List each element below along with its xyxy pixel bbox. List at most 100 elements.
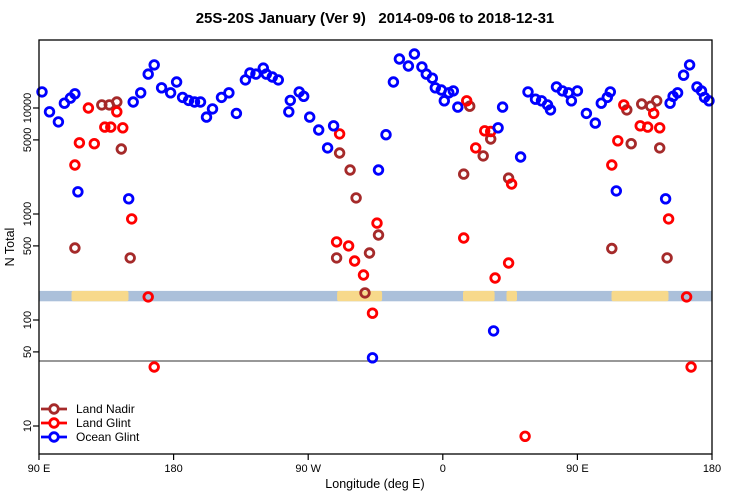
y-axis-label: N Total [3,228,17,267]
x-tick-label: 180 [164,463,182,475]
data-point [115,143,128,155]
data-point [244,67,256,79]
data-point [618,99,630,111]
data-point [69,242,81,254]
data-point [250,68,262,80]
data-point [344,164,356,176]
coast-band-land [611,290,669,302]
legend-marker-icon [48,431,60,443]
data-point [402,60,415,72]
data-point [372,164,385,176]
data-point [142,68,154,80]
legend-item-ocean-glint: Ocean Glint [41,430,140,444]
data-point [662,213,675,225]
y-tick-label: 1000 [22,202,34,226]
data-point [519,430,531,443]
x-tick-label: 90 E [28,463,51,475]
data-point [408,48,421,60]
data-point [438,95,451,107]
legend-item-land-nadir: Land Nadir [41,402,135,416]
data-point [505,178,518,190]
data-point [366,307,379,319]
data-point [200,111,213,123]
data-point [321,142,334,154]
data-point [565,95,578,107]
data-point [595,97,608,109]
data-point [544,104,557,116]
data-point [333,128,346,140]
data-point [642,121,654,133]
data-point [330,236,343,248]
y-tick-label: 5000 [22,128,34,152]
data-point [479,125,491,137]
data-point [659,193,672,205]
data-point [636,98,648,110]
data-point [458,232,470,244]
coast-band-land [506,290,517,302]
data-point [284,94,297,107]
chart-title: 25S-20S January (Ver 9) 2014-09-06 to 20… [196,10,555,27]
data-point [223,87,235,99]
coast-band-land [71,290,129,302]
y-tick-label: 500 [22,237,34,255]
data-point [654,142,666,154]
series-land-nadir [69,95,673,299]
data-point [350,192,362,204]
data-point [502,257,515,269]
data-point [272,74,285,86]
data-point [43,106,56,118]
data-point [82,102,95,114]
data-point [661,252,673,264]
legend-marker-icon [48,417,60,429]
x-tick-label: 180 [703,463,721,475]
y-tick-label: 100 [22,311,34,329]
data-point [492,122,504,134]
data-point [148,361,160,373]
data-point [589,117,602,129]
data-point [124,252,136,264]
data-point [371,217,383,229]
data-point [522,86,534,98]
data-point [142,291,154,303]
data-point [606,159,618,171]
data-point [357,269,370,281]
data-point [685,361,697,373]
data-point [677,69,690,81]
data-point [127,96,139,108]
data-point [514,151,527,163]
data-point [703,95,715,107]
data-point [69,88,81,100]
data-point [73,137,86,149]
legend-marker-icon [48,403,60,415]
coast-band-land [463,290,495,302]
data-point [580,107,593,120]
data-point [458,168,470,180]
legend-label: Ocean Glint [76,430,140,444]
series-ocean-glint [36,48,715,364]
data-point [380,128,392,141]
data-point [111,96,123,108]
data-point [571,85,584,97]
data-point [366,352,379,364]
legend-label: Land Glint [76,416,131,430]
data-point [452,101,464,113]
data-point [298,90,310,103]
data-point [348,255,361,267]
x-tick-label: 90 W [295,463,321,475]
data-point [606,242,618,255]
data-point [164,87,177,99]
data-point [206,103,219,115]
data-point [651,95,663,107]
data-point [625,137,637,150]
data-point [556,85,569,97]
data-point [117,122,129,134]
data-point [680,291,693,303]
data-point [429,82,442,94]
data-point [333,147,346,159]
chart-generated-layer: 90 E 180 90 W 0 90 E 180 10000 5000 1000 500 100 50… [22,39,721,475]
data-point [470,142,482,154]
data-point [683,59,696,71]
